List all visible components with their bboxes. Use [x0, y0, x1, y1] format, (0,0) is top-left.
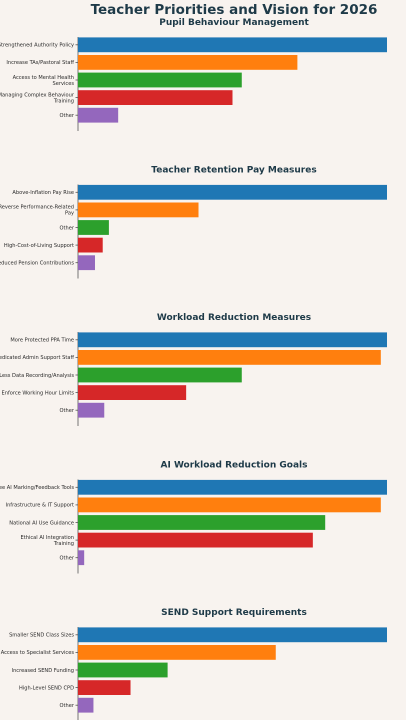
y-tick-label: National AI Use Guidance: [9, 520, 74, 526]
panel-title: Teacher Retention Pay Measures: [151, 166, 316, 176]
y-tick-label: Increased SEND Funding: [12, 668, 74, 674]
bar-5: [78, 107, 119, 123]
bar-3: [78, 220, 109, 235]
y-tick-label: Access to Specialist Services: [1, 650, 75, 656]
y-tick-label: Smaller SEND Class Sizes: [9, 633, 74, 639]
y-tick-label: Ethical AI Integration Training: [21, 535, 75, 547]
bar-4: [78, 90, 233, 105]
y-tick-label: Reduced Pension Contributions: [0, 261, 74, 267]
y-tick-label: Enforce Working Hour Limits: [2, 390, 75, 396]
y-tick-label: Increase TAs/Pastoral Staff: [6, 60, 74, 66]
chart-panel-3: Workload Reduction Measures More Protecte…: [0, 313, 387, 426]
y-tick-label: High-Cost-of-Living Support: [4, 243, 74, 249]
bar-4: [78, 237, 103, 253]
bar-2: [78, 55, 298, 70]
bar-1: [78, 479, 387, 495]
chart-panel-5: SEND Support Requirements Smaller SEND Cl…: [1, 608, 387, 720]
panel-title: AI Workload Reduction Goals: [161, 461, 308, 471]
chart-panel-2: Teacher Retention Pay Measures Above-Infl…: [0, 166, 387, 279]
y-tick-label: Strengthened Authority Policy: [0, 43, 74, 49]
bar-3: [78, 367, 242, 383]
bar-3: [78, 72, 242, 88]
panel-title: SEND Support Requirements: [161, 608, 307, 618]
bar-1: [78, 332, 387, 348]
y-tick-label: High-Level SEND CPD: [19, 685, 74, 691]
y-tick-label: Other: [60, 556, 75, 562]
y-tick-label: Other: [60, 408, 75, 414]
bar-3: [78, 662, 168, 678]
chart-panels: Pupil Behaviour Management Strengthened A…: [0, 18, 387, 720]
bar-2: [78, 202, 199, 218]
bar-5: [78, 697, 94, 713]
y-tick-label: Free AI Marking/Feedback Tools: [0, 485, 74, 491]
panel-title: Workload Reduction Measures: [157, 313, 311, 323]
bar-4: [78, 680, 131, 695]
figure-title: Teacher Priorities and Vision for 2026: [91, 2, 378, 18]
y-tick-label: Other: [60, 113, 75, 119]
bar-1: [78, 37, 387, 53]
bar-2: [78, 645, 276, 660]
y-tick-label: Managing Complex Behaviour Training: [0, 92, 75, 104]
bar-4: [78, 385, 187, 400]
y-tick-label: Other: [60, 225, 75, 231]
bar-1: [78, 627, 387, 643]
y-tick-label: Above-Inflation Pay Rise: [12, 190, 74, 196]
bar-5: [78, 402, 105, 418]
y-tick-label: Dedicated Admin Support Staff: [0, 355, 74, 361]
y-tick-label: Less Data Recording/Analysis: [0, 373, 74, 379]
bar-1: [78, 184, 387, 200]
bar-2: [78, 497, 381, 513]
y-tick-label: Infrastructure & IT Support: [6, 503, 74, 509]
bar-5: [78, 550, 85, 566]
y-tick-label: Other: [60, 703, 75, 709]
chart-panel-1: Pupil Behaviour Management Strengthened A…: [0, 18, 387, 131]
panel-title: Pupil Behaviour Management: [159, 18, 309, 28]
bar-3: [78, 515, 326, 530]
bar-4: [78, 532, 313, 548]
y-tick-label: Reverse Performance-Related Pay: [0, 205, 74, 217]
bar-2: [78, 350, 381, 365]
y-tick-label: Access to Mental Health Services: [13, 75, 75, 87]
chart-panel-4: AI Workload Reduction Goals Free AI Marki…: [0, 461, 387, 574]
y-tick-label: More Protected PPA Time: [10, 338, 74, 344]
bar-5: [78, 255, 95, 271]
